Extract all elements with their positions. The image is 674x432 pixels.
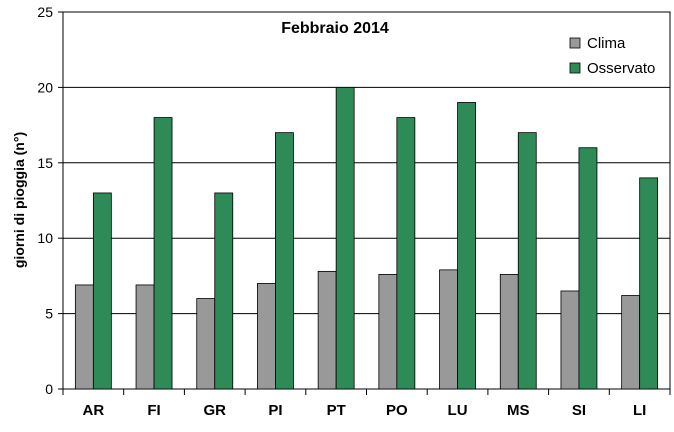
y-tick-label: 20 — [37, 79, 53, 95]
legend-swatch-osservato — [569, 62, 581, 74]
x-tick-label: FI — [147, 402, 160, 419]
bar-clima-si — [560, 290, 580, 390]
bar-osservato-li — [639, 177, 659, 390]
y-tick-label: 0 — [45, 381, 53, 397]
bar-clima-pt — [317, 270, 337, 390]
y-axis-label: giorni di pioggia (n°) — [11, 132, 27, 268]
chart-title: Febbraio 2014 — [281, 20, 389, 37]
bar-clima-fi — [135, 284, 155, 390]
bar-clima-lu — [439, 269, 458, 390]
y-axis-ticks: 0 5 10 15 20 25 — [37, 4, 63, 397]
x-tick-label: GR — [204, 402, 227, 419]
bar-osservato-si — [578, 147, 598, 390]
bar-osservato-lu — [457, 102, 476, 390]
bar-osservato-po — [396, 117, 416, 390]
x-tick-label: LI — [633, 402, 646, 419]
bar-osservato-pt — [335, 87, 355, 390]
bar-osservato-fi — [153, 117, 173, 390]
bar-clima-gr — [196, 298, 216, 390]
y-tick-label: 5 — [45, 306, 53, 322]
x-tick-label: PT — [327, 402, 346, 419]
bar-clima-li — [621, 295, 641, 390]
x-tick-label: SI — [572, 402, 586, 419]
y-tick-label: 15 — [37, 155, 53, 171]
x-tick-label: PI — [268, 402, 282, 419]
x-tick-label: LU — [448, 402, 468, 419]
x-tick-label: PO — [386, 402, 408, 419]
bar-clima-ms — [499, 273, 519, 390]
legend: Clima Osservato — [569, 35, 655, 77]
bar-clima-pi — [257, 283, 276, 390]
y-tick-label: 25 — [37, 4, 53, 20]
bars — [74, 87, 659, 390]
legend-label-clima: Clima — [587, 35, 626, 52]
x-tick-label: AR — [83, 402, 105, 419]
bar-clima-ar — [74, 284, 94, 390]
legend-label-osservato: Osservato — [587, 60, 655, 77]
bar-osservato-ar — [92, 192, 112, 390]
x-tick-label: MS — [507, 402, 530, 419]
bar-clima-po — [378, 273, 398, 390]
bar-osservato-gr — [214, 192, 234, 390]
x-axis-ticks: AR FI GR PI PT PO LU MS SI LI — [62, 389, 671, 419]
bar-osservato-ms — [517, 132, 537, 390]
y-tick-label: 10 — [37, 230, 53, 246]
bar-osservato-pi — [275, 132, 294, 390]
legend-swatch-clima — [569, 37, 581, 49]
